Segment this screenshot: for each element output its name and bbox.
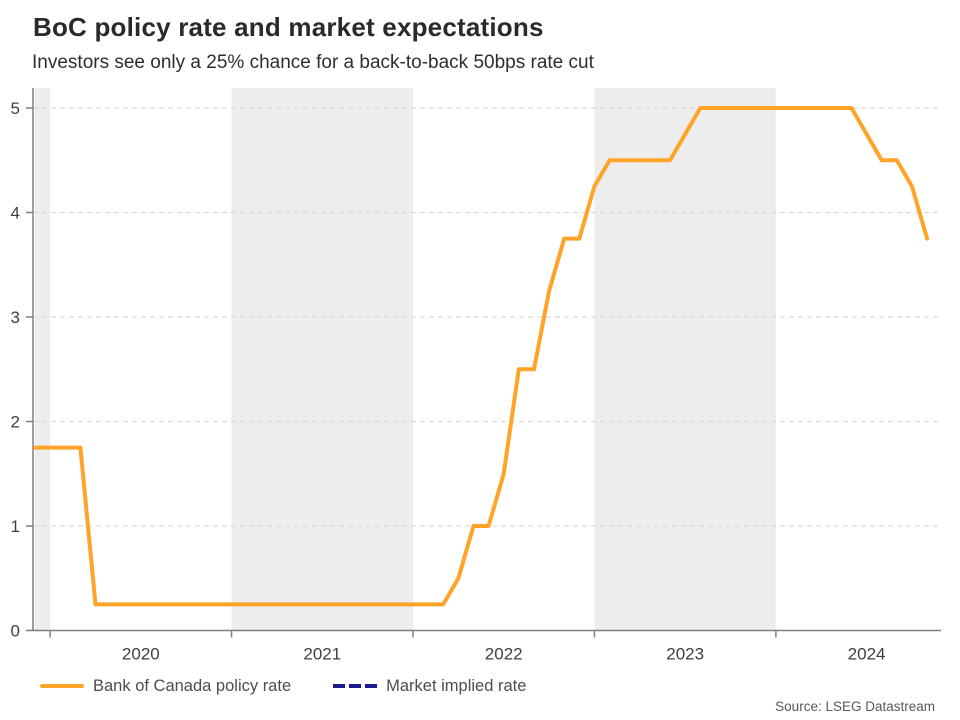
legend-label-policy-rate: Bank of Canada policy rate [93,676,292,695]
year-band [594,88,776,631]
y-tick-label: 2 [11,413,20,432]
legend-label-market-implied: Market implied rate [386,676,527,695]
y-tick-label: 0 [11,622,20,641]
year-band [231,88,413,631]
legend-item-policy-rate: Bank of Canada policy rate [40,677,291,696]
chart-title: BoC policy rate and market expectations [33,12,544,42]
x-tick-label-2024: 2024 [848,645,886,664]
x-tick-label-2021: 2021 [303,645,341,664]
chart-subtitle: Investors see only a 25% chance for a ba… [32,52,594,73]
x-tick-label-2020: 2020 [122,645,160,664]
market-implied-dashed-swatch-icon [333,683,378,689]
source-attribution: Source: LSEG Datastream [775,699,935,714]
x-tick-label-2023: 2023 [666,645,704,664]
series-line-policy_rate [33,106,930,607]
y-tick-label: 4 [11,204,20,223]
y-tick-label: 3 [11,308,20,327]
axes: 0 1 2 3 4 5 2020 2021 2022 2023 2024 [11,88,941,664]
legend: Bank of Canada policy rate Market implie… [40,675,526,697]
x-tick-label-2022: 2022 [485,645,523,664]
year-band [35,88,51,631]
year-shading-bands [35,88,776,631]
y-tick-label: 1 [11,517,20,536]
y-tick-label: 5 [11,99,20,118]
gridlines [33,107,941,527]
policy-rate-line-swatch-icon [40,683,84,689]
legend-item-market-implied: Market implied rate [333,677,526,696]
